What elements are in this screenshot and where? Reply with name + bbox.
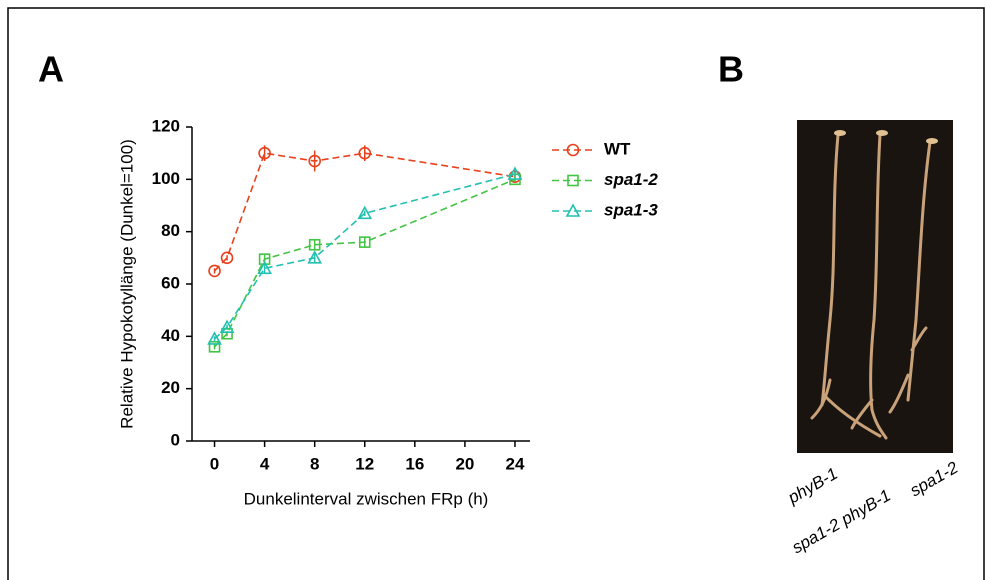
legend-label: spa1-3 <box>604 200 658 219</box>
series-line <box>213 173 516 340</box>
x-tick-label: 8 <box>310 454 319 473</box>
marker <box>207 331 222 345</box>
y-axis-title: Relative Hypokotyllänge (Dunkel=100) <box>117 139 136 429</box>
marker <box>257 260 272 275</box>
x-tick-label: 4 <box>260 454 270 473</box>
marker <box>567 174 579 187</box>
marker <box>307 250 323 264</box>
x-tick-label: 12 <box>355 454 374 473</box>
seedling <box>888 140 932 414</box>
marker <box>308 238 321 251</box>
marker <box>208 264 221 278</box>
legend-label: WT <box>604 139 631 158</box>
cotyledon <box>926 138 938 144</box>
series-line <box>213 178 516 348</box>
y-tick-label: 40 <box>161 326 180 345</box>
marker <box>220 251 234 265</box>
marker <box>358 236 371 248</box>
cotyledon <box>876 130 888 136</box>
y-tick-label: 0 <box>171 430 180 449</box>
x-tick-label: 20 <box>455 454 474 473</box>
cotyledon <box>834 130 846 136</box>
panel-label: B <box>718 49 744 90</box>
marker <box>357 205 373 220</box>
panel-label: A <box>38 49 64 90</box>
y-tick-label: 120 <box>152 116 180 135</box>
marker <box>566 143 580 157</box>
photo <box>797 120 953 453</box>
y-tick-label: 60 <box>161 273 180 292</box>
seedling <box>850 133 888 440</box>
seedling <box>810 133 882 438</box>
series-line <box>213 152 516 272</box>
marker <box>258 146 271 160</box>
legend-label: spa1-2 <box>604 170 658 189</box>
x-tick-label: 16 <box>405 454 424 473</box>
marker <box>208 340 221 353</box>
marker <box>219 319 235 333</box>
marker <box>507 166 523 180</box>
y-tick-label: 80 <box>161 221 180 240</box>
marker <box>565 203 581 217</box>
x-tick-label: 0 <box>210 454 219 473</box>
y-tick-label: 20 <box>161 378 180 397</box>
marker <box>308 154 321 168</box>
y-tick-label: 100 <box>152 169 180 188</box>
x-axis-title: Dunkelinterval zwischen FRp (h) <box>244 489 489 508</box>
marker <box>358 146 372 160</box>
x-tick-label: 24 <box>506 454 525 473</box>
